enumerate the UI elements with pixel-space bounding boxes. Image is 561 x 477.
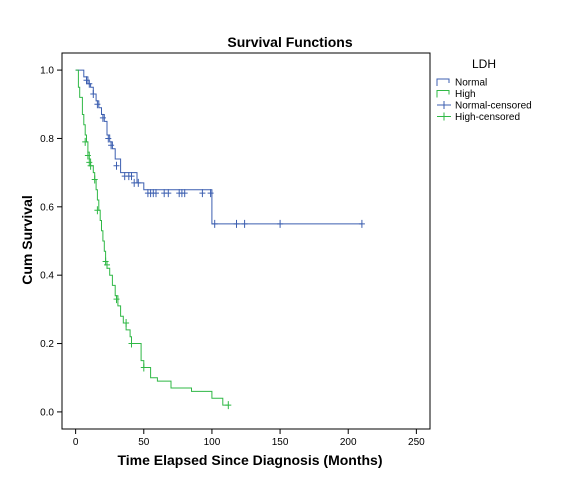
censor-mark-high (128, 339, 135, 348)
censor-mark-high (225, 401, 232, 410)
censor-mark-normal (233, 219, 240, 228)
legend-label: High-censored (455, 112, 520, 123)
censor-mark-normal (128, 172, 135, 181)
censor-mark-normal (94, 100, 101, 109)
censor-mark-normal (199, 189, 206, 198)
y-tick-label: 0.6 (40, 202, 54, 213)
censor-mark-normal (99, 113, 106, 122)
y-tick-label: 0.4 (40, 271, 54, 282)
censor-mark-normal (135, 178, 142, 187)
x-tick-label: 250 (408, 437, 425, 448)
legend: LDH NormalHighNormal-censoredHigh-censor… (436, 57, 532, 123)
censor-mark-high (84, 151, 91, 160)
censor-mark-high (123, 319, 130, 327)
x-tick-label: 150 (272, 437, 289, 448)
censor-mark-normal (105, 134, 112, 143)
censor-mark-normal (153, 189, 159, 198)
legend-label: High (455, 89, 476, 100)
censor-mark-normal (211, 219, 218, 228)
censor-mark-high (102, 257, 109, 266)
censor-mark-normal (108, 141, 115, 150)
series-line-normal (75, 69, 362, 225)
censor-mark-high (86, 158, 93, 167)
legend-label: Normal (455, 78, 487, 89)
censor-mark-normal (86, 79, 93, 88)
legend-symbol-censored (437, 101, 451, 109)
censor-mark-normal (113, 161, 120, 170)
censor-mark-high (94, 206, 101, 215)
chart-title: Survival Functions (227, 34, 352, 50)
x-tick-label: 100 (204, 437, 221, 448)
censor-mark-normal (241, 219, 248, 228)
censor-mark-normal (358, 219, 365, 228)
censor-mark-high (140, 363, 147, 372)
censor-mark-high (87, 161, 94, 170)
censor-mark-normal (90, 90, 97, 98)
legend-symbol-step (436, 78, 450, 86)
censor-mark-high (91, 175, 98, 184)
censor-mark-high (113, 295, 120, 304)
y-tick-label: 0.2 (40, 339, 54, 350)
censor-mark-normal (277, 219, 284, 228)
censor-mark-normal (181, 189, 188, 198)
legend-symbol-censored (437, 112, 451, 121)
x-tick-label: 200 (340, 437, 357, 448)
censor-mark-high (82, 137, 89, 146)
y-tick-label: 1.0 (40, 66, 54, 77)
y-tick-label: 0.0 (40, 407, 54, 418)
censor-mark-high (104, 260, 110, 269)
y-axis-label: Cum Survival (19, 195, 35, 284)
x-axis-label: Time Elapsed Since Diagnosis (Months) (117, 452, 382, 468)
x-tick-label: 50 (138, 437, 150, 448)
series-layer (75, 69, 365, 410)
plot-frame (61, 52, 431, 430)
censor-mark-normal (207, 189, 214, 198)
censor-mark-normal (83, 76, 90, 85)
y-tick-label: 0.8 (40, 134, 54, 145)
legend-symbol-step (436, 90, 450, 98)
x-tick-label: 0 (73, 437, 79, 448)
legend-label: Normal-censored (455, 101, 532, 112)
legend-title: LDH (472, 57, 496, 71)
axis-ticks: 0 50 100 150 200 250 0.0 0.2 0.4 0.6 0.8 1.0 (40, 66, 425, 448)
censor-mark-normal (165, 189, 172, 198)
